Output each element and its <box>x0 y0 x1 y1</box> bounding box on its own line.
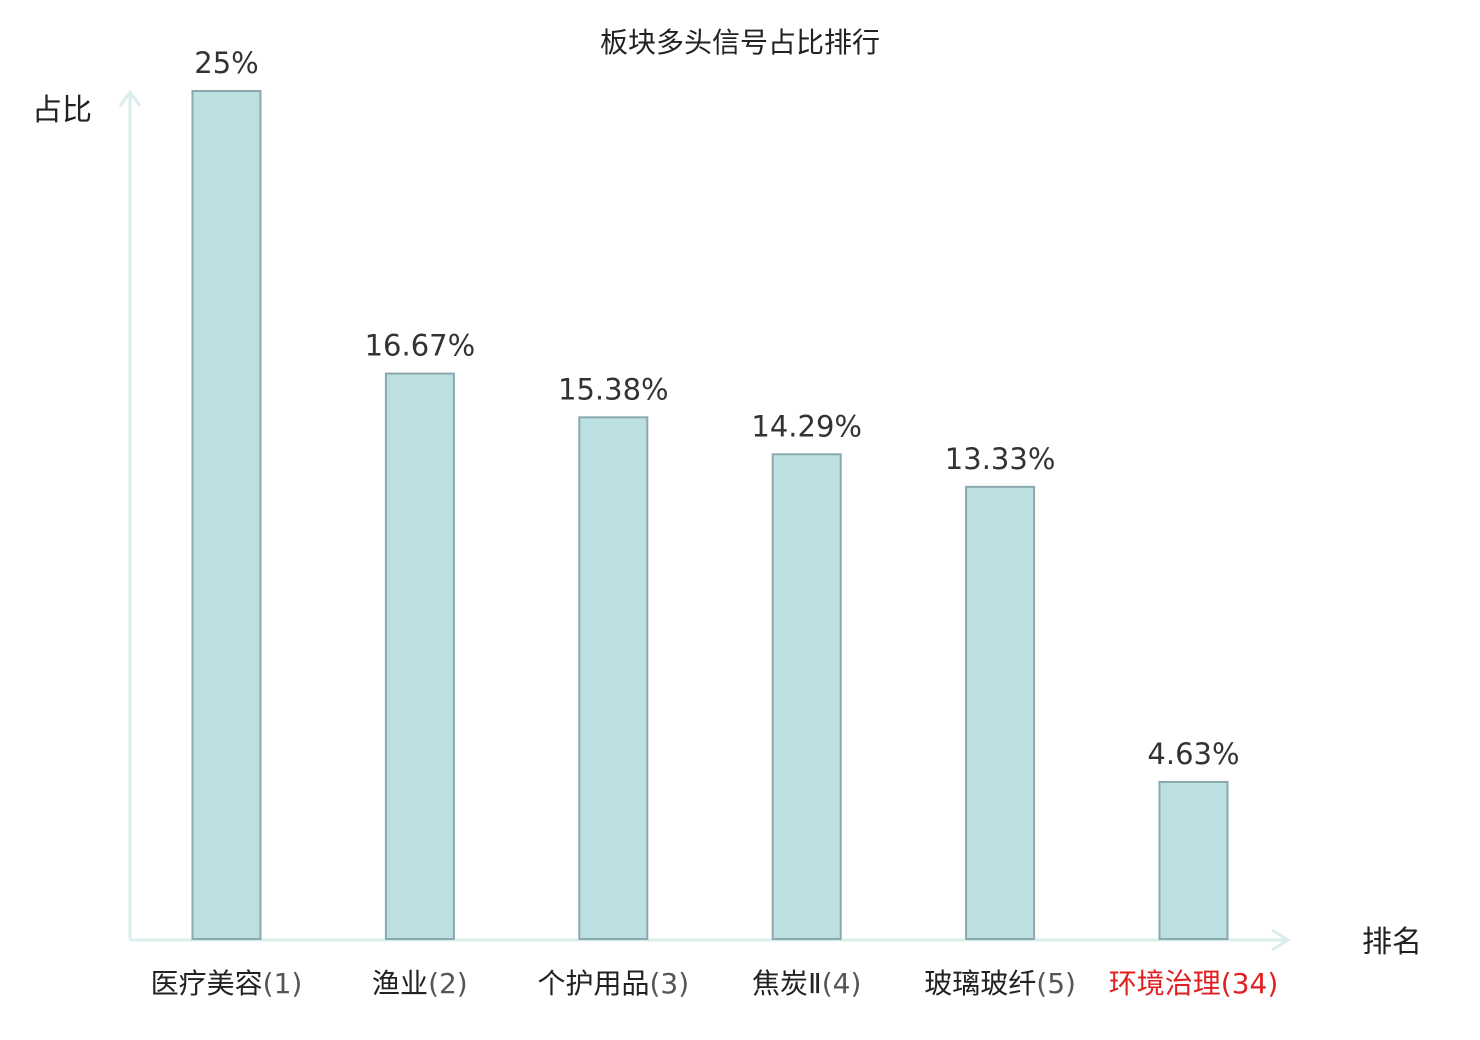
bar <box>1158 780 1229 940</box>
category-name: 玻璃玻纤 <box>924 967 1036 1000</box>
category-name: 个护用品 <box>537 967 649 1000</box>
bar-value-label: 14.29% <box>751 409 862 443</box>
bar <box>384 372 455 940</box>
value-labels: 25% 16.67% 15.38% 14.29% 13.33% 4.63% <box>194 46 1239 771</box>
bar-value-label: 15.38% <box>558 372 669 406</box>
bar-value-label: 16.67% <box>365 329 476 363</box>
bar-value-label: 4.63% <box>1147 737 1239 771</box>
chart-title: 板块多头信号占比排行 <box>600 26 880 59</box>
y-axis-arrow <box>118 89 142 107</box>
x-tick-label: 焦炭Ⅱ(4) <box>752 967 861 1000</box>
bar <box>771 453 842 940</box>
x-tick-label: 渔业(2) <box>372 967 468 1000</box>
axes <box>118 89 1291 952</box>
bar-value-label: 25% <box>194 46 258 80</box>
x-tick-label: 环境治理(34) <box>1109 967 1279 1000</box>
x-tick-label: 个护用品(3) <box>537 967 689 1000</box>
x-tick-label: 玻璃玻纤(5) <box>924 967 1076 1000</box>
bar <box>965 485 1036 940</box>
bar <box>578 416 649 940</box>
bars <box>191 90 1229 940</box>
category-rank: (2) <box>428 967 468 1000</box>
category-name: 焦炭Ⅱ <box>752 967 822 1000</box>
category-rank: (5) <box>1036 967 1076 1000</box>
category-rank: (4) <box>822 967 862 1000</box>
category-rank: (34) <box>1221 967 1278 1000</box>
y-axis-label: 占比 <box>32 93 92 128</box>
category-name: 渔业 <box>372 967 428 1000</box>
bar-value-label: 13.33% <box>945 442 1056 476</box>
x-tick-label: 医疗美容(1) <box>151 967 303 1000</box>
category-rank: (1) <box>263 967 303 1000</box>
category-rank: (3) <box>649 967 689 1000</box>
category-name: 环境治理 <box>1109 967 1221 1000</box>
category-labels: 医疗美容(1) 渔业(2) 个护用品(3) 焦炭Ⅱ(4) 玻璃玻纤(5) 环境治理(34) <box>151 967 1279 1000</box>
x-axis-label: 排名 <box>1362 925 1422 960</box>
category-name: 医疗美容 <box>151 967 263 1000</box>
x-axis-arrow <box>1271 928 1291 952</box>
bar <box>191 90 262 940</box>
